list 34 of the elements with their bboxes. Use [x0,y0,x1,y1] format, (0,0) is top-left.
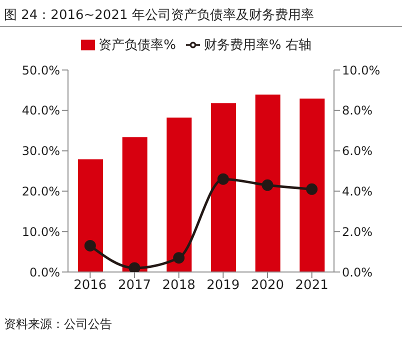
y2-tick-label: 2.0% [342,224,372,239]
y2-tick-label: 8.0% [342,104,372,118]
bar [166,118,192,272]
chart-title: 图 24：2016~2021 年公司资产负债率及财务费用率 [4,7,314,24]
point [306,183,318,195]
y-tick-label: 30.0% [22,144,60,158]
point [84,240,96,252]
bar [122,137,148,272]
y-tick-label: 20.0% [22,184,60,198]
x-tick-label: 2016 [74,278,107,294]
point [217,173,229,185]
x-tick-label: 2018 [162,278,196,294]
y2-tick-label: 0.0% [342,265,372,280]
y2-tick-label: 6.0% [342,144,372,158]
bar [78,159,103,272]
y-tick-label: 10.0% [22,224,60,239]
x-tick-label: 2020 [250,278,284,294]
point [128,262,140,272]
legend-label: 资产负债率% [98,38,176,53]
text: 资料来源：公司公告 [4,316,112,333]
bar [255,94,280,272]
x-tick-label: 2021 [295,278,328,294]
y-tick-label: 40.0% [22,104,60,118]
y2-tick-label: 10.0% [342,63,380,78]
y-tick-label: 0.0% [30,265,60,280]
x-tick-label: 2019 [206,278,240,294]
y-tick-label: 50.0% [22,63,60,78]
x-tick-label: 2017 [118,278,152,294]
point [173,252,185,264]
y2-tick-label: 4.0% [342,184,372,198]
point [262,179,274,191]
bar [300,98,325,272]
legend-label: 财务费用率% 右轴 [204,38,312,53]
bar [211,103,236,272]
